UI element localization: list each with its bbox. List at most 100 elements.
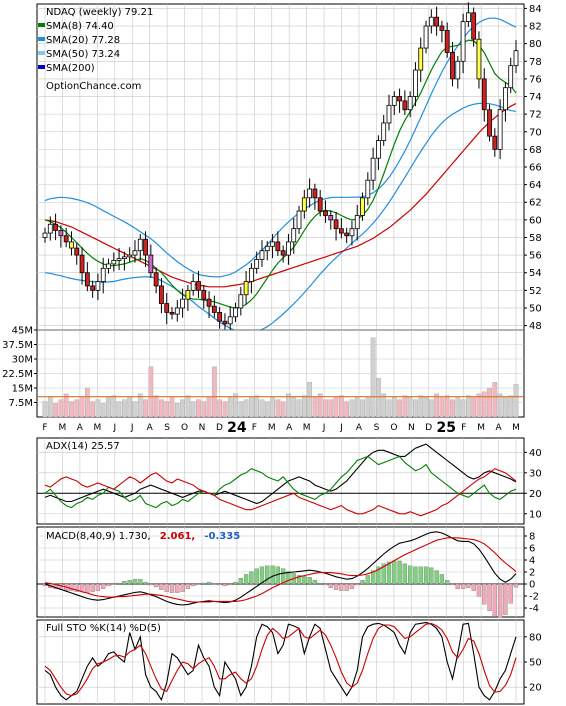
volume-bar <box>487 387 492 418</box>
candle-body <box>503 87 508 111</box>
candle-body <box>111 259 117 265</box>
candle-body <box>132 250 138 256</box>
volume-bar <box>201 401 207 418</box>
volume-bar <box>481 391 487 418</box>
candle-body <box>248 267 254 282</box>
macd-histogram-bar <box>460 583 466 589</box>
volume-bar <box>301 395 307 418</box>
price-candles <box>42 2 519 336</box>
indicator-y-tick-label: 6 <box>529 544 535 555</box>
candle-body <box>386 104 392 124</box>
macd-histogram-bar <box>95 583 101 591</box>
candle-body <box>349 228 355 237</box>
sma-50-line <box>44 103 517 288</box>
volume-bar <box>471 397 477 418</box>
macd-histogram-bar <box>333 583 339 590</box>
indicator-line-macd <box>44 531 517 606</box>
volume-bar <box>174 403 180 418</box>
candle-body <box>270 241 275 247</box>
price-grid <box>37 4 524 330</box>
legend-entry: SMA(8) 74.40 <box>46 21 114 32</box>
candle-body <box>190 281 196 291</box>
legend-swatch <box>38 23 45 27</box>
macd-histogram-bar <box>212 583 217 585</box>
candle-body <box>227 316 233 325</box>
macd-histogram-bar <box>111 583 116 585</box>
macd-histogram-bar <box>206 581 212 585</box>
adx-lines <box>44 443 517 517</box>
candle-body <box>338 228 344 234</box>
volume-panel: 45M 37.5M 30M 22.5M 15M 7.5M <box>2 326 525 418</box>
volume-bar <box>466 395 471 418</box>
x-axis-year-label: 24 <box>227 420 247 436</box>
candle-body <box>238 294 244 309</box>
candle-body <box>376 140 381 159</box>
price-legend: NDAQ (weekly) 79.21 SMA(8) 74.40 SMA(20) … <box>38 7 153 92</box>
macd-histogram-bar <box>328 583 333 588</box>
candle-body <box>312 188 318 199</box>
candle-body <box>159 285 164 304</box>
macd-histogram-bar <box>386 561 392 585</box>
price-y-tick-label: 58 <box>529 233 542 244</box>
volume-bar <box>328 399 334 418</box>
volume-bar <box>391 397 397 418</box>
volume-bar <box>132 401 138 418</box>
legend-entry: SMA(20) 77.28 <box>46 35 120 46</box>
macd-histogram-bar <box>138 579 143 585</box>
indicator-line-k <box>44 621 517 702</box>
volume-bar <box>95 399 101 418</box>
candle-body <box>233 307 238 318</box>
candle-body <box>413 69 418 97</box>
candle-body <box>84 272 90 287</box>
macd-histogram-bar <box>355 583 360 586</box>
macd-histogram-bar <box>413 566 418 585</box>
candle-body <box>323 210 328 216</box>
macd-histogram-bar <box>312 580 318 585</box>
macd-histogram-bar <box>323 583 328 586</box>
indicator-line-signal <box>44 537 517 603</box>
macd-value: 2.061, <box>160 531 195 542</box>
x-axis-month-label: M <box>477 423 485 433</box>
price-y-ticks: 84 82 80 78 76 74 72 70 68 66 64 62 60 58 56 54 52 50 48 <box>524 4 542 332</box>
volume-bar <box>376 378 381 418</box>
volume-bar <box>106 397 111 418</box>
candle-body <box>497 109 503 150</box>
volume-bar <box>381 393 387 418</box>
candle-body <box>169 311 175 315</box>
candle-body <box>53 223 58 231</box>
volume-bar <box>185 395 191 418</box>
price-y-tick-label: 54 <box>529 268 542 279</box>
x-axis-month-label: M <box>93 423 101 433</box>
macd-histogram-bar <box>302 576 307 585</box>
volume-bar <box>217 399 222 418</box>
price-y-tick-label: 82 <box>529 22 542 33</box>
candle-body <box>381 122 387 141</box>
macd-title: MACD(8,40,9) 1.730, 2.061, -0.335 <box>46 531 240 542</box>
volume-bar <box>339 395 344 418</box>
indicator-y-tick-label: 0 <box>529 580 535 591</box>
macd-histogram-bar <box>497 583 503 618</box>
candle-body <box>391 96 397 106</box>
macd-histogram-bar <box>270 565 275 585</box>
candle-body <box>487 109 492 137</box>
indicator-line-d <box>44 622 517 697</box>
x-axis-year-label: 25 <box>436 420 455 436</box>
indicator-y-tick-label: 40 <box>529 448 542 459</box>
candle-body <box>116 258 122 261</box>
macd-histogram-bar <box>101 583 106 589</box>
volume-bar <box>127 397 133 418</box>
macd-histogram-bar <box>143 581 148 585</box>
x-axis-month-label: M <box>59 423 67 433</box>
volume-bar <box>513 383 519 418</box>
macd-histogram-bar <box>418 566 423 585</box>
macd-histogram-bar <box>90 583 95 592</box>
candle-body <box>444 30 450 53</box>
macd-histogram-bar <box>360 580 365 585</box>
candle-body <box>450 52 455 80</box>
chart-title: NDAQ (weekly) 79.21 <box>46 7 153 18</box>
x-axis-month-label: O <box>390 423 397 433</box>
candle-body <box>259 250 265 260</box>
price-y-tick-label: 56 <box>529 251 542 262</box>
macd-histogram-bar <box>397 560 402 585</box>
